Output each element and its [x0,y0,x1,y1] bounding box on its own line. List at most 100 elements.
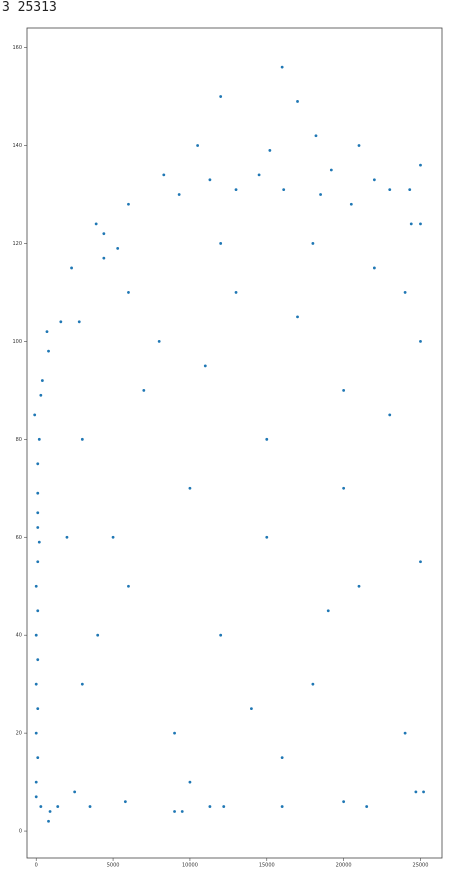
point [180,810,184,813]
point [357,584,361,588]
point [36,756,40,760]
point [45,330,49,333]
point [102,232,106,236]
point [39,805,43,808]
y-tick-label: 60 [16,535,22,541]
point [268,149,272,152]
point [36,560,40,564]
point [34,731,38,735]
point [280,805,284,808]
point [280,65,284,69]
point [177,193,181,196]
point [203,364,207,368]
point [342,800,346,804]
point [219,242,223,245]
point [403,291,407,294]
point [257,173,261,177]
point [77,320,81,324]
point [419,560,422,564]
point [342,486,346,490]
x-tick-label: 0 [35,863,38,869]
point [188,486,192,490]
point [94,222,98,226]
point [173,731,176,735]
y-tick-label: 40 [16,633,22,639]
point [36,609,40,613]
plot-frame [26,27,443,859]
point [414,790,418,794]
point [70,266,73,270]
point [208,805,212,808]
point [250,707,253,711]
point [80,437,84,441]
point [34,682,38,686]
point [365,805,369,808]
point [265,535,269,539]
point [59,320,63,324]
point [80,682,84,686]
point [48,810,52,813]
point [296,100,299,103]
point [311,682,315,686]
x-tick-label: 10000 [182,863,198,869]
point [419,339,422,343]
point [39,393,43,397]
point [162,173,166,177]
point [342,388,346,392]
point [409,222,413,226]
x-tick-label: 15000 [259,863,275,869]
point [88,805,92,808]
point [419,163,422,167]
point [222,805,226,808]
point [173,810,176,813]
point [36,462,40,466]
y-tick-label: 80 [16,437,22,443]
point [388,188,392,191]
y-tick-label: 160 [12,45,22,51]
point [36,658,40,662]
y-tick-label: 0 [19,829,22,835]
point [123,800,127,804]
point [296,315,299,319]
point [102,256,106,260]
point [34,584,38,588]
x-tick-label: 5000 [107,863,120,869]
point [34,780,38,784]
point [96,633,100,637]
point [36,526,40,529]
point [37,437,41,441]
point [234,188,238,191]
point [219,95,223,98]
y-tick-label: 100 [12,339,22,345]
point [56,805,60,808]
point [196,144,200,147]
point [311,242,315,245]
x-tick-label: 20000 [336,863,352,869]
point [208,178,212,182]
point [36,511,40,515]
point [34,795,38,799]
point [65,535,69,539]
point [372,178,376,182]
point [142,388,146,392]
point [372,266,376,270]
point [111,535,115,539]
y-tick-label: 20 [16,731,22,737]
point [37,540,41,544]
point [349,202,353,206]
point [357,144,361,147]
point [319,193,322,196]
point [408,188,412,191]
output-text: 3 25313 [2,0,57,15]
point [127,202,130,206]
y-tick-label: 120 [12,241,22,247]
point [47,349,50,353]
point [40,379,44,382]
point [282,188,286,191]
point [280,756,284,760]
point [326,609,330,613]
point [234,291,238,294]
point [314,134,318,138]
